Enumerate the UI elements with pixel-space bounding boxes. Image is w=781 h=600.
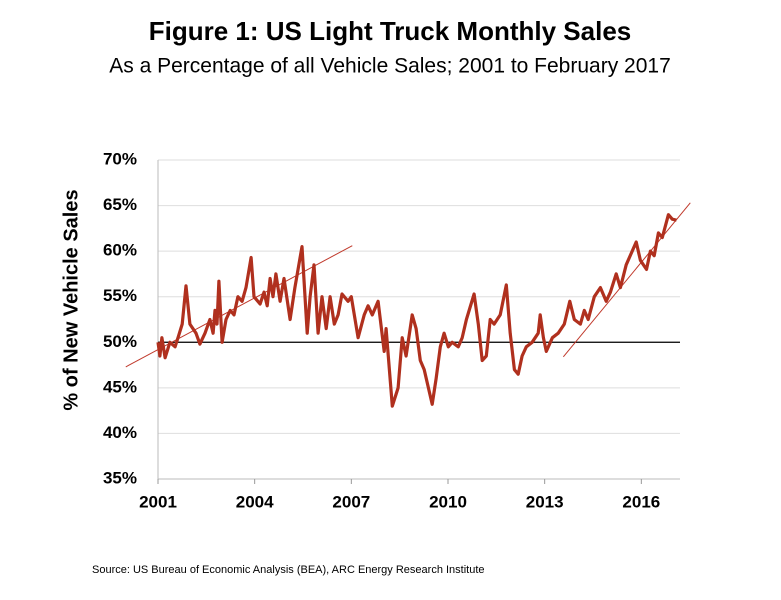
x-tick-label: 2001	[139, 492, 177, 511]
chart-subtitle: As a Percentage of all Vehicle Sales; 20…	[109, 55, 671, 78]
y-tick-label: 45%	[103, 377, 137, 396]
x-tick-label: 2016	[622, 492, 660, 511]
y-tick-label: 50%	[103, 332, 137, 351]
x-tick-label: 2004	[236, 492, 274, 511]
y-tick-label: 35%	[103, 468, 137, 487]
y-tick-label: 55%	[103, 286, 137, 305]
source-note: Source: US Bureau of Economic Analysis (…	[92, 564, 485, 576]
x-tick-label: 2007	[332, 492, 370, 511]
y-tick-label: 70%	[103, 149, 137, 168]
data-line	[156, 213, 677, 408]
x-tick-label: 2010	[429, 492, 467, 511]
y-tick-label: 65%	[103, 195, 137, 214]
y-axis-label: % of New Vehicle Sales	[60, 189, 82, 410]
trend-line	[562, 202, 691, 358]
y-tick-label: 60%	[103, 241, 137, 260]
chart-title: Figure 1: US Light Truck Monthly Sales	[149, 16, 632, 46]
x-tick-label: 2013	[526, 492, 564, 511]
y-tick-label: 40%	[103, 423, 137, 442]
